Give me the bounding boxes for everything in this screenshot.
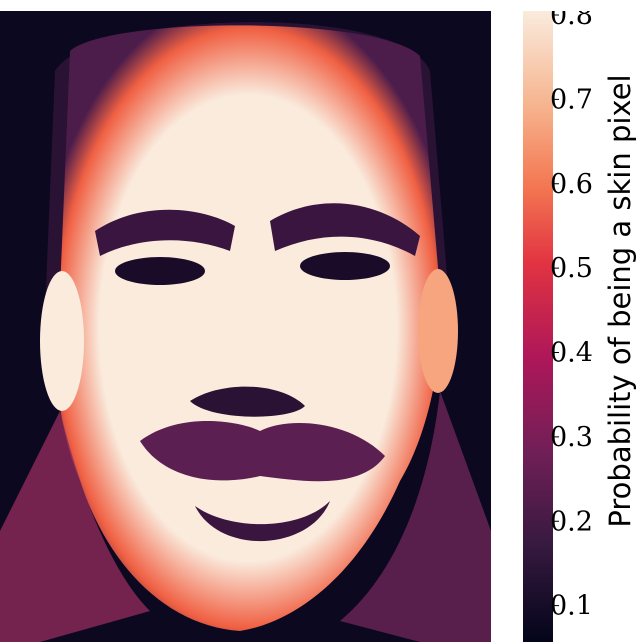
colorbar-tick-label: 0.8 [550, 11, 593, 31]
colorbar-tick-label: 0.7 [550, 84, 593, 115]
colorbar-tick-label: 0.3 [550, 422, 593, 453]
right-cheek-edge [340, 391, 491, 642]
colorbar-tick-label: 0.5 [550, 253, 593, 284]
right-ear [418, 269, 458, 393]
right-eye [300, 252, 390, 280]
colorbar-gradient [523, 11, 553, 642]
left-eye [115, 257, 205, 285]
colorbar-ticks: 0.1 0.2 0.3 0.4 0.5 0.6 0.7 0.8 [550, 11, 593, 622]
left-cheek-edge [0, 411, 150, 642]
colorbar-tick-label: 0.2 [550, 506, 593, 537]
mustache [140, 421, 385, 482]
colorbar-tick-label: 0.1 [550, 591, 593, 622]
right-eyebrow [270, 203, 420, 256]
nose-shadow [190, 386, 305, 417]
colorbar-tick-label: 0.4 [550, 338, 593, 369]
colorbar-tick-label: 0.6 [550, 169, 593, 200]
skin-probability-heatmap [0, 11, 491, 642]
left-eyebrow [95, 209, 235, 256]
left-ear [40, 271, 84, 411]
mouth [195, 501, 330, 542]
face-skin-region [55, 25, 441, 631]
colorbar-label: Probability of being a skin pixel [603, 74, 637, 527]
colorbar: 0.1 0.2 0.3 0.4 0.5 0.6 0.7 0.8 Probability of … [523, 11, 637, 642]
